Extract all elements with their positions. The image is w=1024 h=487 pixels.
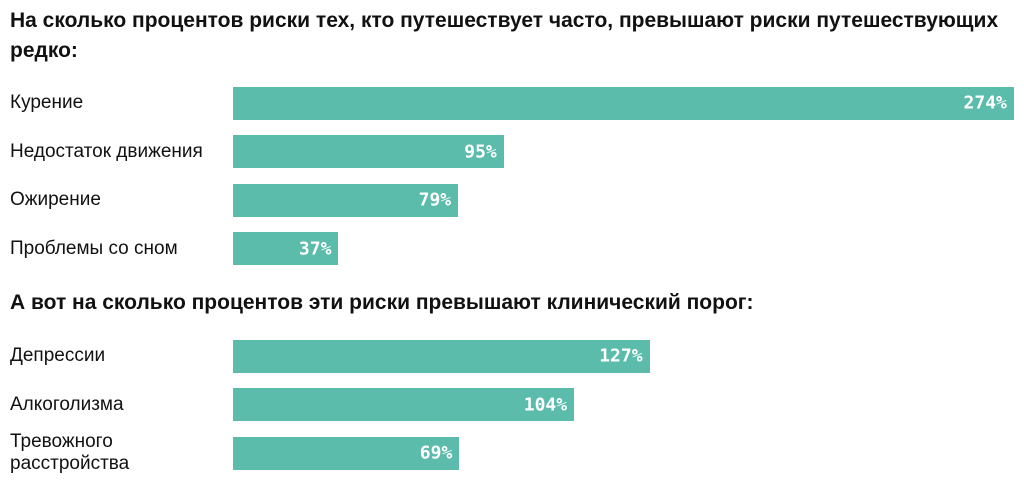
- category-label: Проблемы со сном: [10, 237, 178, 259]
- chart-title: А вот на сколько процентов эти риски пре…: [10, 291, 754, 314]
- bar: [233, 232, 339, 265]
- bar: [233, 436, 460, 470]
- bar: [233, 86, 1014, 120]
- bar: [233, 388, 575, 421]
- value-label: 104%: [523, 394, 568, 415]
- bar: [233, 135, 504, 168]
- value-label: 95%: [464, 141, 497, 162]
- category-label: Тревожного расстройства: [10, 431, 130, 474]
- bar: [233, 183, 459, 217]
- value-label: 79%: [418, 189, 452, 211]
- category-label: Депрессии: [10, 345, 106, 366]
- chart-title: На сколько процентов риски тех, кто путе…: [10, 9, 999, 62]
- category-label: Курение: [10, 92, 84, 113]
- value-label: 69%: [419, 442, 453, 464]
- category-label: Недостаток движения: [10, 140, 203, 162]
- value-label: 274%: [963, 92, 1007, 114]
- category-label: Ожирение: [10, 189, 101, 210]
- value-label: 127%: [599, 345, 643, 367]
- bar: [233, 339, 650, 373]
- category-label: Алкоголизма: [10, 393, 124, 415]
- value-label: 37%: [298, 238, 332, 259]
